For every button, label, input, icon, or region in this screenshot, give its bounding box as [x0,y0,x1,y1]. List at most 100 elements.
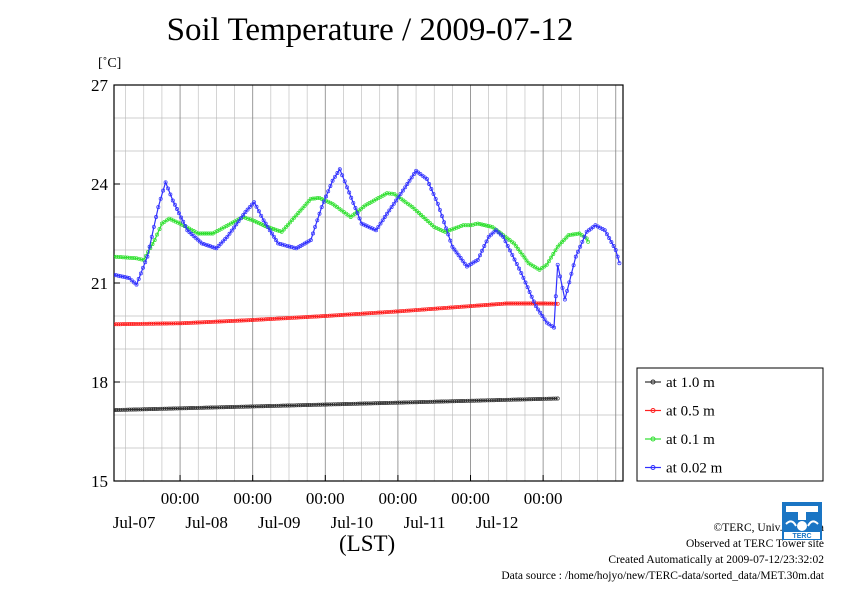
data-point [524,397,529,402]
series-points-1 [114,301,560,327]
data-point [533,304,538,309]
data-point [331,402,336,407]
data-point [371,401,376,406]
data-point [522,255,527,260]
data-point [325,402,329,407]
data-point [373,401,378,406]
data-point [365,224,370,229]
data-point [158,196,163,201]
x-tick-time-label: 00:00 [233,489,272,508]
data-point [459,399,463,403]
data-point [351,401,356,406]
x-tick-date-label: Jul-10 [331,513,374,532]
data-point [283,403,288,408]
data-point [479,303,484,308]
data-point [145,321,149,326]
data-point [454,250,459,255]
data-point [565,288,570,293]
data-point [204,242,208,247]
data-point [278,242,283,246]
data-point [526,301,531,306]
data-point [475,257,480,262]
data-point [279,316,284,321]
data-point [169,217,174,222]
data-point [465,398,470,403]
data-point [173,406,178,411]
data-point [315,196,320,201]
data-point [519,271,524,276]
data-point [147,407,152,412]
data-point [607,236,612,241]
data-point [125,322,130,327]
data-point [328,184,333,188]
data-point [428,399,433,404]
data-point [417,211,421,215]
data-point [409,175,414,180]
data-point [406,400,411,405]
data-point [296,315,301,320]
data-point [120,274,125,279]
data-point [244,318,249,323]
data-point [514,262,519,266]
data-point [177,406,182,411]
logo-lettering: TERC [792,533,811,540]
data-point [274,238,278,243]
data-point [435,201,440,206]
data-point [196,231,201,236]
data-point [236,219,241,224]
data-point [171,321,176,326]
data-point [189,232,194,236]
data-point [170,198,175,203]
data-point [182,321,187,326]
data-point [438,227,443,232]
data-point [404,308,409,313]
data-point [147,244,152,249]
data-point [263,317,268,322]
data-point [498,301,503,306]
data-point [184,321,189,325]
data-point [399,400,404,405]
data-point [272,316,277,321]
data-point [298,403,303,408]
data-point [503,239,508,244]
data-point [129,278,134,283]
data-point [453,305,458,310]
data-point [289,403,294,408]
data-point [540,396,545,401]
data-point [474,303,479,308]
data-point [296,403,301,408]
data-point [536,307,540,312]
data-point [437,306,442,311]
data-point [224,405,228,410]
data-point [452,247,457,252]
data-point [208,405,213,410]
data-point [354,312,359,316]
data-point [547,301,552,306]
data-point [136,407,141,412]
data-point [516,247,521,252]
data-point [179,215,184,220]
data-point [233,318,238,323]
data-point [578,244,583,249]
data-point [360,311,365,316]
data-point [521,301,526,306]
data-point [134,282,139,287]
data-point [553,248,558,253]
data-point [221,405,226,410]
data-point [444,226,449,231]
data-point [447,228,452,233]
data-point [340,312,345,317]
data-point [557,242,562,247]
data-point [452,226,457,231]
data-point [466,304,471,309]
data-point [316,314,321,319]
data-point [246,404,250,409]
data-point [140,407,145,412]
data-point [582,234,587,239]
data-point [202,231,207,236]
data-point [609,240,614,245]
data-point [302,241,307,246]
data-point [527,290,532,294]
data-point [496,398,501,402]
data-point [290,315,295,320]
